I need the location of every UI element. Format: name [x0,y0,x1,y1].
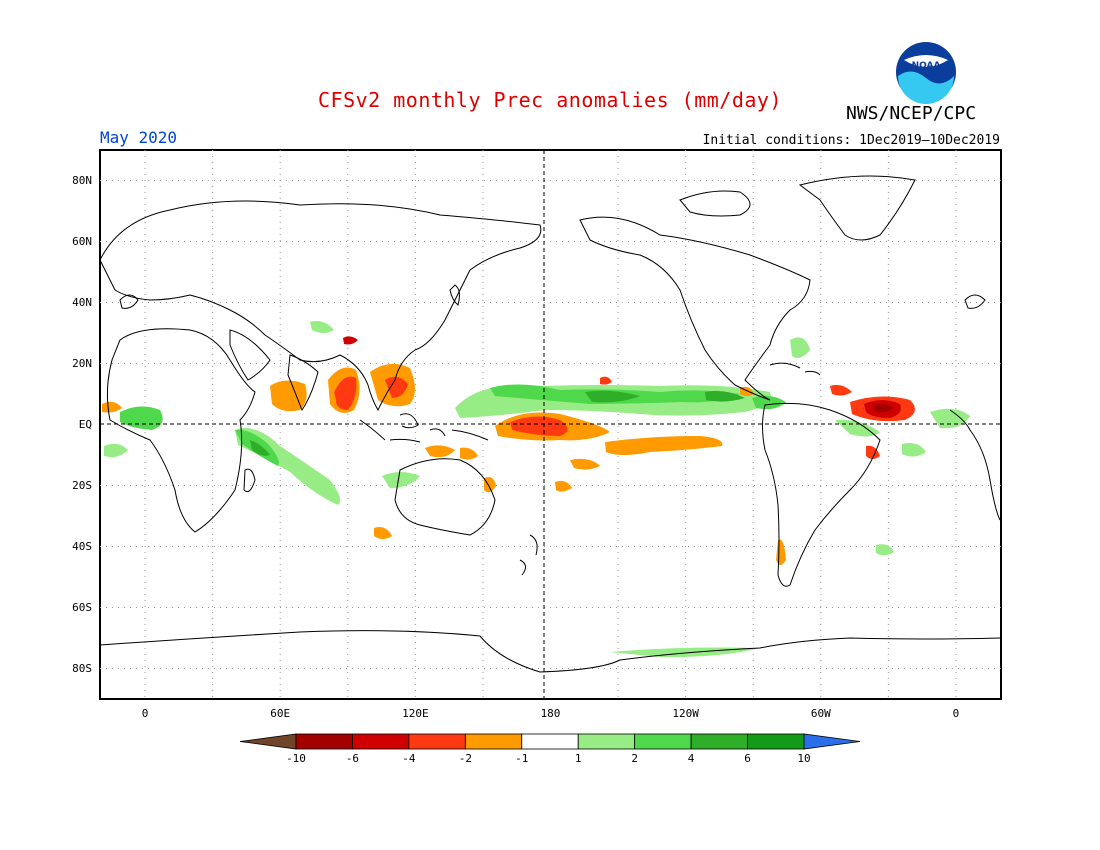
map-title: CFSv2 monthly Prec anomalies (mm/day) [317,88,783,112]
dry-anomaly-tibet [343,336,358,345]
colorbar-max-arrow [803,733,861,750]
colorbar-tick-label: 10 [797,752,811,765]
colorbar-tick-label: -6 [345,752,360,765]
lat-tick-label: 60S [72,600,92,614]
wet-anomaly-west-africa-2 [104,443,128,458]
wet-anomaly-australia [382,472,420,488]
colorbar-tick-label: 4 [687,752,695,765]
noaa-logo-text: NOAA [912,61,941,71]
colorbar-tick-label: -10 [286,752,306,765]
graticule [100,150,1001,699]
lon-tick-label: 0 [952,707,960,720]
anomaly-fields [102,321,970,658]
wet-anomaly-brazil [835,419,880,437]
dry-anomaly-north-pacific [600,376,612,385]
colorbar-min-arrow [239,733,297,750]
initial-conditions: Initial conditions: 1Dec2019—10Dec2019 [702,133,1000,148]
wet-anomaly-south-pacific [876,544,894,556]
dry-anomaly-south-indian [374,527,392,539]
dry-anomaly-bay-of-bengal-core [334,376,357,410]
wet-anomaly-arabian-sea [310,321,334,333]
dry-anomaly-arabian-sea [270,380,307,412]
dry-anomaly-central-pacific-core [510,416,568,436]
wet-anomaly-caribbean [790,337,810,358]
dry-anomaly-south-pacific-2 [555,480,572,492]
colorbar [239,733,861,750]
dry-anomaly-maritime [425,445,455,458]
dry-anomaly-indochina-core [385,376,408,398]
wet-anomaly-atlantic [930,408,970,429]
agency-label: NWS/NCEP/CPC [846,103,977,124]
dry-anomaly-south-pacific [570,458,600,470]
colorbar-box [295,733,353,750]
lat-tick-label: 40N [72,295,92,309]
colorbar-tick-label: 6 [744,752,751,765]
dry-anomaly-west-africa [102,401,122,413]
colorbar-tick-label: -1 [515,752,529,765]
lon-tick-label: 120E [402,707,429,720]
lat-tick-label: 20S [72,478,92,492]
lat-tick-label: 40S [72,539,92,553]
noaa-logo-icon: NOAA [896,42,956,104]
coastlines [99,175,1001,673]
dry-anomaly-north-of-australia [484,477,496,493]
lat-tick-label: 80S [72,661,92,675]
dry-anomaly-east-pacific [605,436,723,455]
colorbar-box [408,733,466,750]
colorbar-tick-label: 2 [631,752,638,765]
dry-anomaly-brazil-coast [866,445,880,459]
colorbar-tick-label: -2 [458,752,472,765]
lat-tick-label: 20N [72,356,92,370]
wet-anomaly-south-atlantic [902,443,926,457]
dry-anomaly-caribbean [830,384,852,396]
colorbar-tick-label: -4 [402,752,416,765]
dry-anomaly-maritime-2 [460,447,478,460]
forecast-period: May 2020 [100,128,178,147]
lon-tick-label: 120W [672,707,699,720]
colorbar-box [577,733,636,750]
dry-anomaly-atlantic-itcz-center [872,403,894,413]
lon-tick-label: 60E [270,707,291,720]
lat-tick-label: 80N [72,173,92,187]
colorbar-box [747,733,805,750]
colorbar-box [521,733,579,750]
colorbar-box [634,733,692,750]
colorbar-box [464,733,523,750]
lon-tick-label: 0 [141,707,149,720]
lat-tick-label: 60N [72,234,92,248]
wet-anomaly-central-america [752,395,786,410]
wet-anomaly-indian-ocean-strong [250,440,270,456]
wet-anomaly-pacific-strong [585,390,640,403]
lon-tick-label: 60W [810,707,831,720]
lon-tick-label: 180 [540,707,561,720]
lat-tick-label: EQ [78,417,92,431]
wet-anomaly-pacific-strong-2 [705,390,745,402]
colorbar-box [690,733,748,750]
colorbar-tick-label: 1 [574,752,582,765]
colorbar-box [352,733,410,750]
